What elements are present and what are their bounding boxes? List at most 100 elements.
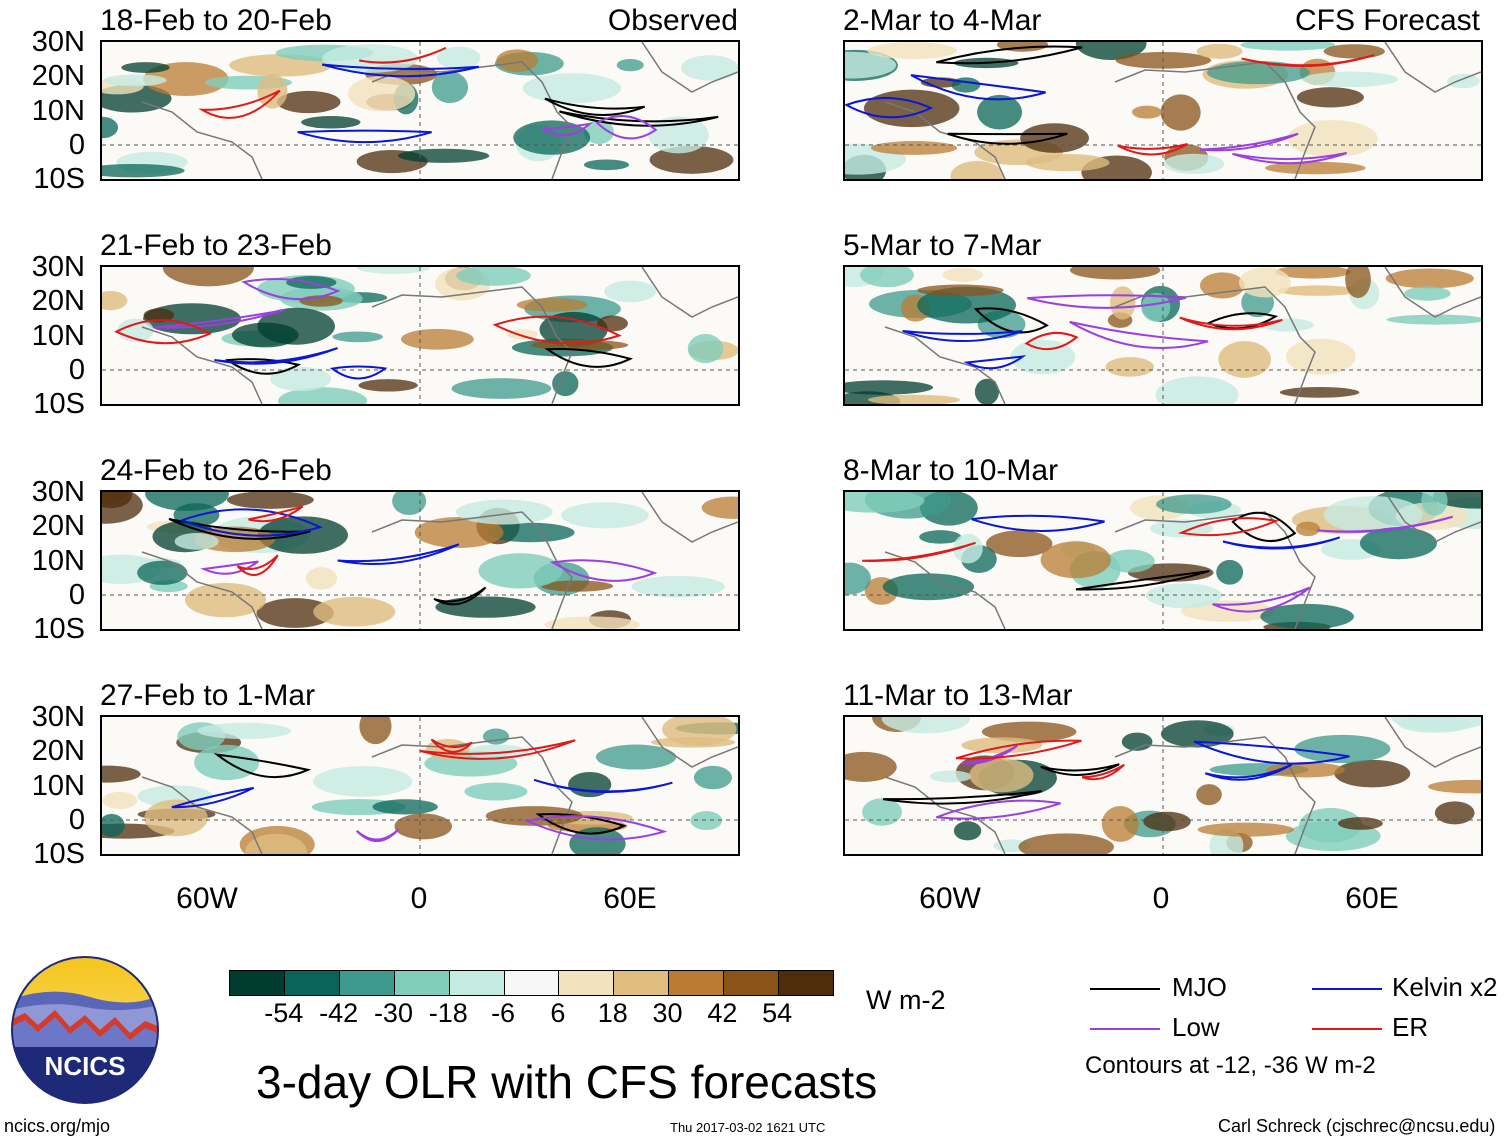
olr-anomaly-blob bbox=[845, 562, 871, 595]
logo-text: NCICS bbox=[45, 1051, 126, 1081]
wave-contour bbox=[359, 46, 447, 64]
olr-anomaly-blob bbox=[870, 141, 958, 155]
wave-contour bbox=[1024, 331, 1079, 351]
colorbar-tick-label: 6 bbox=[550, 998, 566, 1028]
lat-label: 10N bbox=[31, 770, 85, 802]
wave-contour bbox=[430, 738, 473, 753]
lat-label: 10S bbox=[33, 388, 85, 420]
wave-contour bbox=[1193, 740, 1350, 765]
olr-anomaly-blob bbox=[583, 159, 630, 171]
lat-label: 10S bbox=[33, 163, 85, 195]
olr-anomaly-blob bbox=[347, 75, 416, 112]
olr-anomaly-blob bbox=[121, 62, 170, 73]
wave-contour bbox=[168, 517, 311, 540]
lon-label-60w-right: 60W bbox=[919, 882, 981, 915]
colorbar-tick-label: -6 bbox=[491, 998, 516, 1028]
olr-anomaly-blob bbox=[332, 331, 383, 343]
lat-label: 30N bbox=[31, 701, 85, 733]
colorbar-swatch bbox=[779, 971, 833, 995]
wave-contour bbox=[1177, 517, 1280, 537]
olr-anomaly-blob bbox=[986, 530, 1053, 558]
wave-contour bbox=[419, 739, 576, 760]
lat-label: 10S bbox=[33, 613, 85, 645]
olr-anomaly-blob bbox=[394, 813, 452, 840]
olr-anomaly-blob bbox=[1131, 105, 1163, 119]
olr-anomaly-blob bbox=[845, 51, 897, 79]
wave-contour bbox=[1231, 511, 1297, 542]
olr-anomaly-blob bbox=[961, 737, 1043, 754]
olr-anomaly-blob bbox=[1264, 161, 1366, 175]
olr-anomaly-blob bbox=[435, 596, 536, 618]
panel-title-right-2: 5-Mar to 7-Mar bbox=[843, 229, 1042, 262]
footer-credit: Carl Schreck (cjschrec@ncsu.edu) bbox=[1218, 1116, 1496, 1136]
colorbar-tick-label: -42 bbox=[319, 998, 359, 1028]
wave-contour bbox=[1199, 132, 1299, 152]
panel-title-left-3: 24-Feb to 26-Feb bbox=[100, 454, 332, 487]
olr-anomaly-blob bbox=[595, 744, 677, 770]
legend-line-mjo bbox=[1090, 988, 1160, 990]
olr-map bbox=[845, 492, 1481, 629]
olr-anomaly-blob bbox=[232, 322, 299, 348]
olr-anomaly-blob bbox=[863, 89, 960, 128]
olr-anomaly-blob bbox=[305, 567, 338, 590]
olr-anomaly-blob bbox=[162, 267, 254, 287]
wave-contour bbox=[523, 815, 668, 841]
olr-anomaly-blob bbox=[1359, 527, 1437, 560]
olr-anomaly-blob bbox=[1277, 285, 1359, 296]
wave-contour bbox=[845, 97, 934, 119]
olr-anomaly-blob bbox=[1040, 541, 1111, 579]
wave-contour bbox=[882, 790, 1042, 805]
wave-contour bbox=[963, 355, 1027, 370]
wave-contour bbox=[1241, 54, 1375, 67]
panel-title-left-1: 18-Feb to 20-Feb bbox=[100, 4, 332, 37]
olr-anomaly-blob bbox=[1386, 314, 1481, 325]
wave-contour bbox=[433, 586, 487, 606]
wave-contour bbox=[355, 828, 400, 843]
coastline bbox=[1114, 61, 1316, 179]
olr-anomaly-blob bbox=[552, 371, 579, 397]
coastline bbox=[1384, 717, 1481, 768]
olr-anomaly-blob bbox=[1143, 811, 1191, 832]
olr-anomaly-blob bbox=[1240, 42, 1336, 51]
colorbar-units: W m-2 bbox=[866, 985, 946, 1015]
wave-contour bbox=[595, 115, 658, 140]
olr-anomaly-blob bbox=[583, 120, 614, 145]
colorbar-swatch bbox=[724, 971, 780, 995]
olr-anomaly-blob bbox=[951, 77, 981, 93]
map-panel-right-3 bbox=[843, 490, 1483, 631]
olr-anomaly-blob bbox=[137, 560, 188, 585]
olr-anomaly-blob bbox=[1145, 583, 1222, 609]
coastline bbox=[141, 326, 263, 404]
map-panel-left-2 bbox=[100, 265, 740, 406]
colorbar-tick-label: 54 bbox=[762, 998, 793, 1028]
olr-anomaly-blob bbox=[981, 721, 1077, 742]
coastline bbox=[371, 286, 573, 404]
colorbar-swatch bbox=[559, 971, 615, 995]
colorbar-swatch bbox=[339, 971, 395, 995]
wave-contour bbox=[910, 74, 1046, 101]
olr-anomaly-blob bbox=[604, 280, 656, 303]
footer-url[interactable]: ncics.org/mjo bbox=[4, 1116, 111, 1136]
olr-anomaly-blob bbox=[1010, 339, 1076, 375]
olr-anomaly-blob bbox=[102, 163, 185, 178]
wave-contour bbox=[955, 739, 1082, 760]
olr-anomaly-blob bbox=[143, 308, 175, 323]
olr-anomaly-blob bbox=[1301, 71, 1399, 88]
olr-anomaly-blob bbox=[257, 516, 348, 554]
olr-anomaly-blob bbox=[1196, 43, 1243, 59]
wave-contour bbox=[971, 514, 1105, 532]
coastline bbox=[141, 101, 263, 179]
lat-label: 10N bbox=[31, 95, 85, 127]
olr-map bbox=[102, 42, 738, 179]
coastline bbox=[371, 61, 573, 179]
wave-contour bbox=[224, 358, 302, 375]
wave-contour bbox=[973, 307, 1049, 334]
wave-contour bbox=[241, 278, 341, 301]
olr-anomaly-blob bbox=[485, 806, 583, 826]
lat-label: 30N bbox=[31, 26, 85, 58]
lat-label: 30N bbox=[31, 476, 85, 508]
wave-contour bbox=[535, 813, 627, 835]
olr-anomaly-blob bbox=[506, 329, 539, 340]
lon-label-0-right: 0 bbox=[1152, 882, 1170, 915]
olr-anomaly-blob bbox=[431, 71, 469, 104]
